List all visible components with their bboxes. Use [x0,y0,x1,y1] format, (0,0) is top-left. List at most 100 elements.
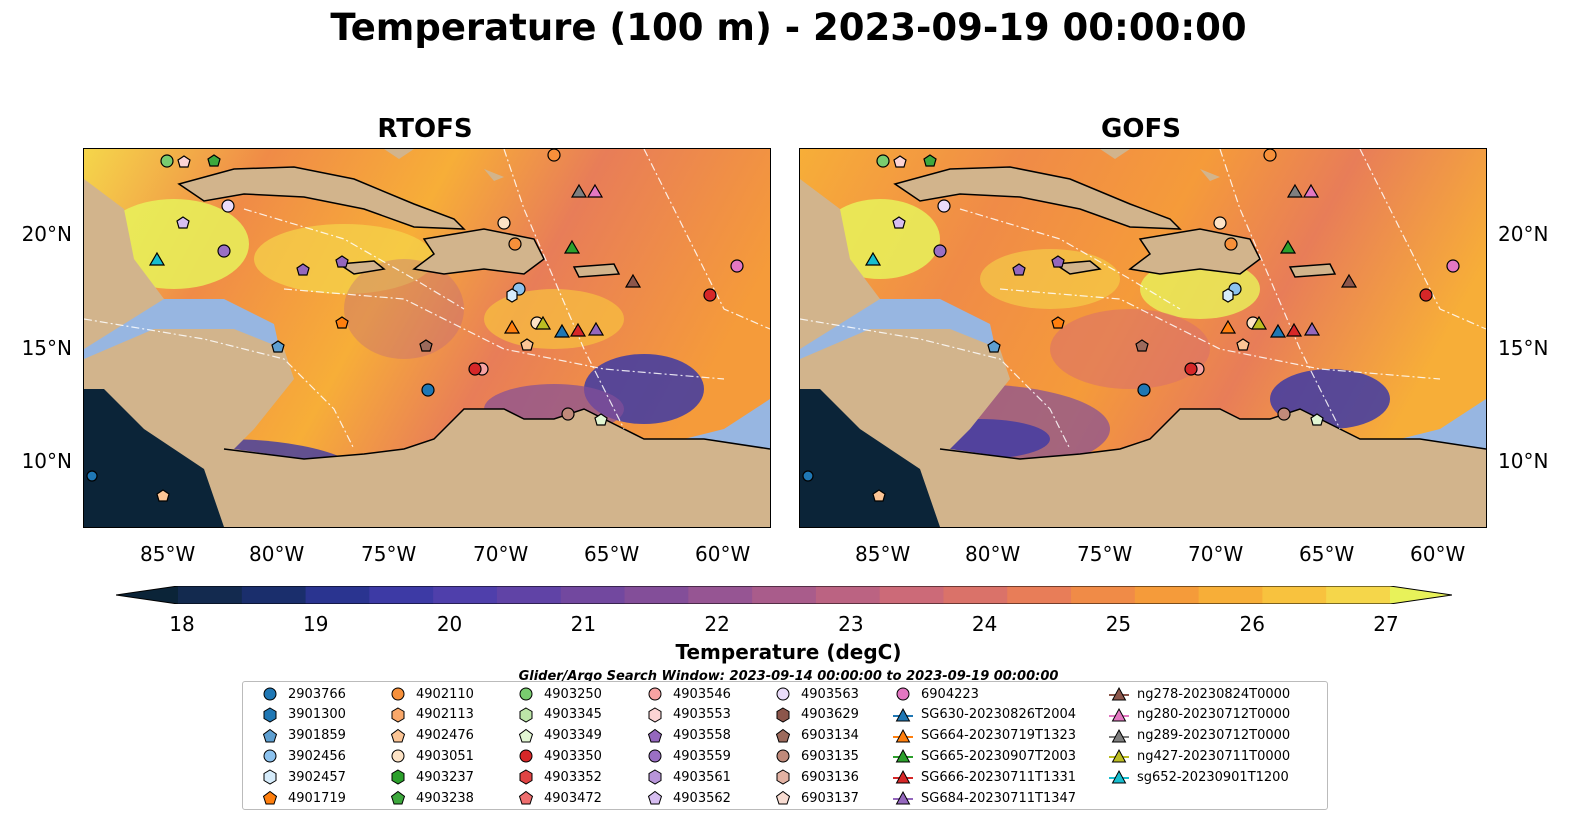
colorbar-segment [752,586,817,604]
colorbar-segment [178,586,243,604]
legend-label: SG630-20230826T2004 [921,707,1077,723]
legend-item: 4903352 [516,767,602,787]
panel-title-gofs: GOFS [1101,114,1181,144]
legend-item: 4903553 [645,705,731,725]
lat-label-left-10n: 10°N [21,449,72,473]
legend-label: 4903629 [801,707,859,723]
legend-label: 6903135 [801,748,859,764]
legend-label: 4903546 [673,686,731,702]
triangle-marker-icon [1109,686,1129,701]
hexagon-marker-icon [776,707,790,723]
legend-item: 4902110 [388,684,474,704]
lon-label-80w: 80°W [965,542,1021,566]
colorbar-tick-label: 27 [1373,612,1399,636]
colorbar-tick-label: 18 [169,612,195,636]
legend-item: sg652-20230901T1200 [1109,767,1289,787]
legend-item: 3901300 [260,705,346,725]
legend-item: ng280-20230712T0000 [1109,705,1290,725]
colorbar-tick-label: 23 [838,612,864,636]
map-rtofs-canvas [84,149,770,527]
land-yucatan [800,149,880,349]
land-cuba [177,166,466,230]
colorbar-tick-label: 20 [436,612,463,636]
colorbar-segment [943,586,1008,604]
hexagon-marker-icon [648,769,662,785]
legend-label: 3902456 [288,748,346,764]
lon-label-70w: 70°W [473,542,529,566]
circle-marker-icon [263,749,277,763]
circle-marker-icon [391,687,405,701]
colorbar-segment [369,586,434,604]
colorbar [116,586,1452,604]
colorbar-segment [1326,586,1391,604]
panel-title-rtofs: RTOFS [377,114,473,144]
hexagon-marker-icon [391,769,405,785]
lat-label-right-10n: 10°N [1498,449,1549,473]
colorbar-tick-label: 22 [704,612,730,636]
colorbar-segment [560,586,626,604]
pentagon-marker-icon [262,790,278,805]
map-gofs[interactable] [799,148,1487,528]
triangle-marker-icon [893,770,913,784]
eez-lines [84,149,770,450]
legend-label: ng427-20230711T0000 [1137,748,1291,764]
hexagon-marker-icon [391,707,405,723]
circle-marker-icon [776,749,790,763]
legend-label: 6904223 [921,686,979,702]
legend-item: ng289-20230712T0000 [1109,726,1290,746]
legend-label: ng280-20230712T0000 [1137,707,1291,723]
legend-label: 4903051 [416,748,474,764]
legend-label: 6903136 [801,769,859,785]
colorbar-tick-label: 24 [971,612,998,636]
legend-label: 4903472 [544,790,602,806]
lat-label-right-15n: 15°N [1498,336,1549,360]
legend-label: 6903134 [801,728,859,744]
colorbar-segment [1262,586,1327,604]
circle-marker-icon [519,687,533,701]
lat-label-left-15n: 15°N [21,336,72,360]
circle-marker-icon [648,687,662,701]
legend-item: 4903238 [388,788,474,808]
legend-item: SG665-20230907T2003 [893,746,1076,766]
colorbar-extend-max [1390,586,1452,604]
legend-label: 4903561 [673,769,731,785]
legend-label: ng278-20230824T0000 [1137,686,1291,702]
pentagon-marker-icon [647,728,663,743]
triangle-marker-icon [893,728,913,743]
legend-item: 2903766 [260,684,346,704]
circle-marker-icon [391,749,405,763]
legend-label: 4903250 [544,686,602,702]
hexagon-marker-icon [519,707,533,723]
legend-label: 4903553 [673,707,731,723]
float-markers [86,149,744,502]
legend-item: 4903561 [645,767,731,787]
legend: 2903766 3901300 3901859 3902456 3902457 49017… [242,681,1328,810]
pentagon-marker-icon [390,728,406,743]
legend-label: 4903558 [673,728,731,744]
colorbar-segment [433,586,498,604]
circle-marker-icon [776,687,790,701]
legend-item: SG630-20230826T2004 [893,705,1076,725]
legend-item: 4903562 [645,788,731,808]
circle-marker-icon [896,687,910,701]
lat-label-left-20n: 20°N [21,222,72,246]
map-rtofs[interactable] [83,148,771,528]
eez-lines [800,149,1486,450]
legend-item: 4903237 [388,767,474,787]
circle-marker-icon [519,749,533,763]
colorbar-tick-label: 25 [1105,612,1132,636]
search-window-note: Glider/Argo Search Window: 2023-09-14 00… [518,669,1059,683]
legend-label: 4903352 [544,769,602,785]
pacific-area [800,389,940,527]
legend-item: 4902476 [388,726,474,746]
legend-item: SG684-20230711T1347 [893,788,1076,808]
legend-item: SG664-20230719T1323 [893,726,1076,746]
lon-label-65w: 65°W [1299,542,1355,566]
lon-label-75w: 75°W [1077,542,1133,566]
colorbar-segment [624,586,689,604]
pentagon-marker-icon [518,728,534,743]
legend-item: 4903558 [645,726,731,746]
legend-item: 3902457 [260,767,346,787]
colorbar-tick-label: 19 [303,612,329,636]
hexagon-marker-icon [263,707,277,723]
